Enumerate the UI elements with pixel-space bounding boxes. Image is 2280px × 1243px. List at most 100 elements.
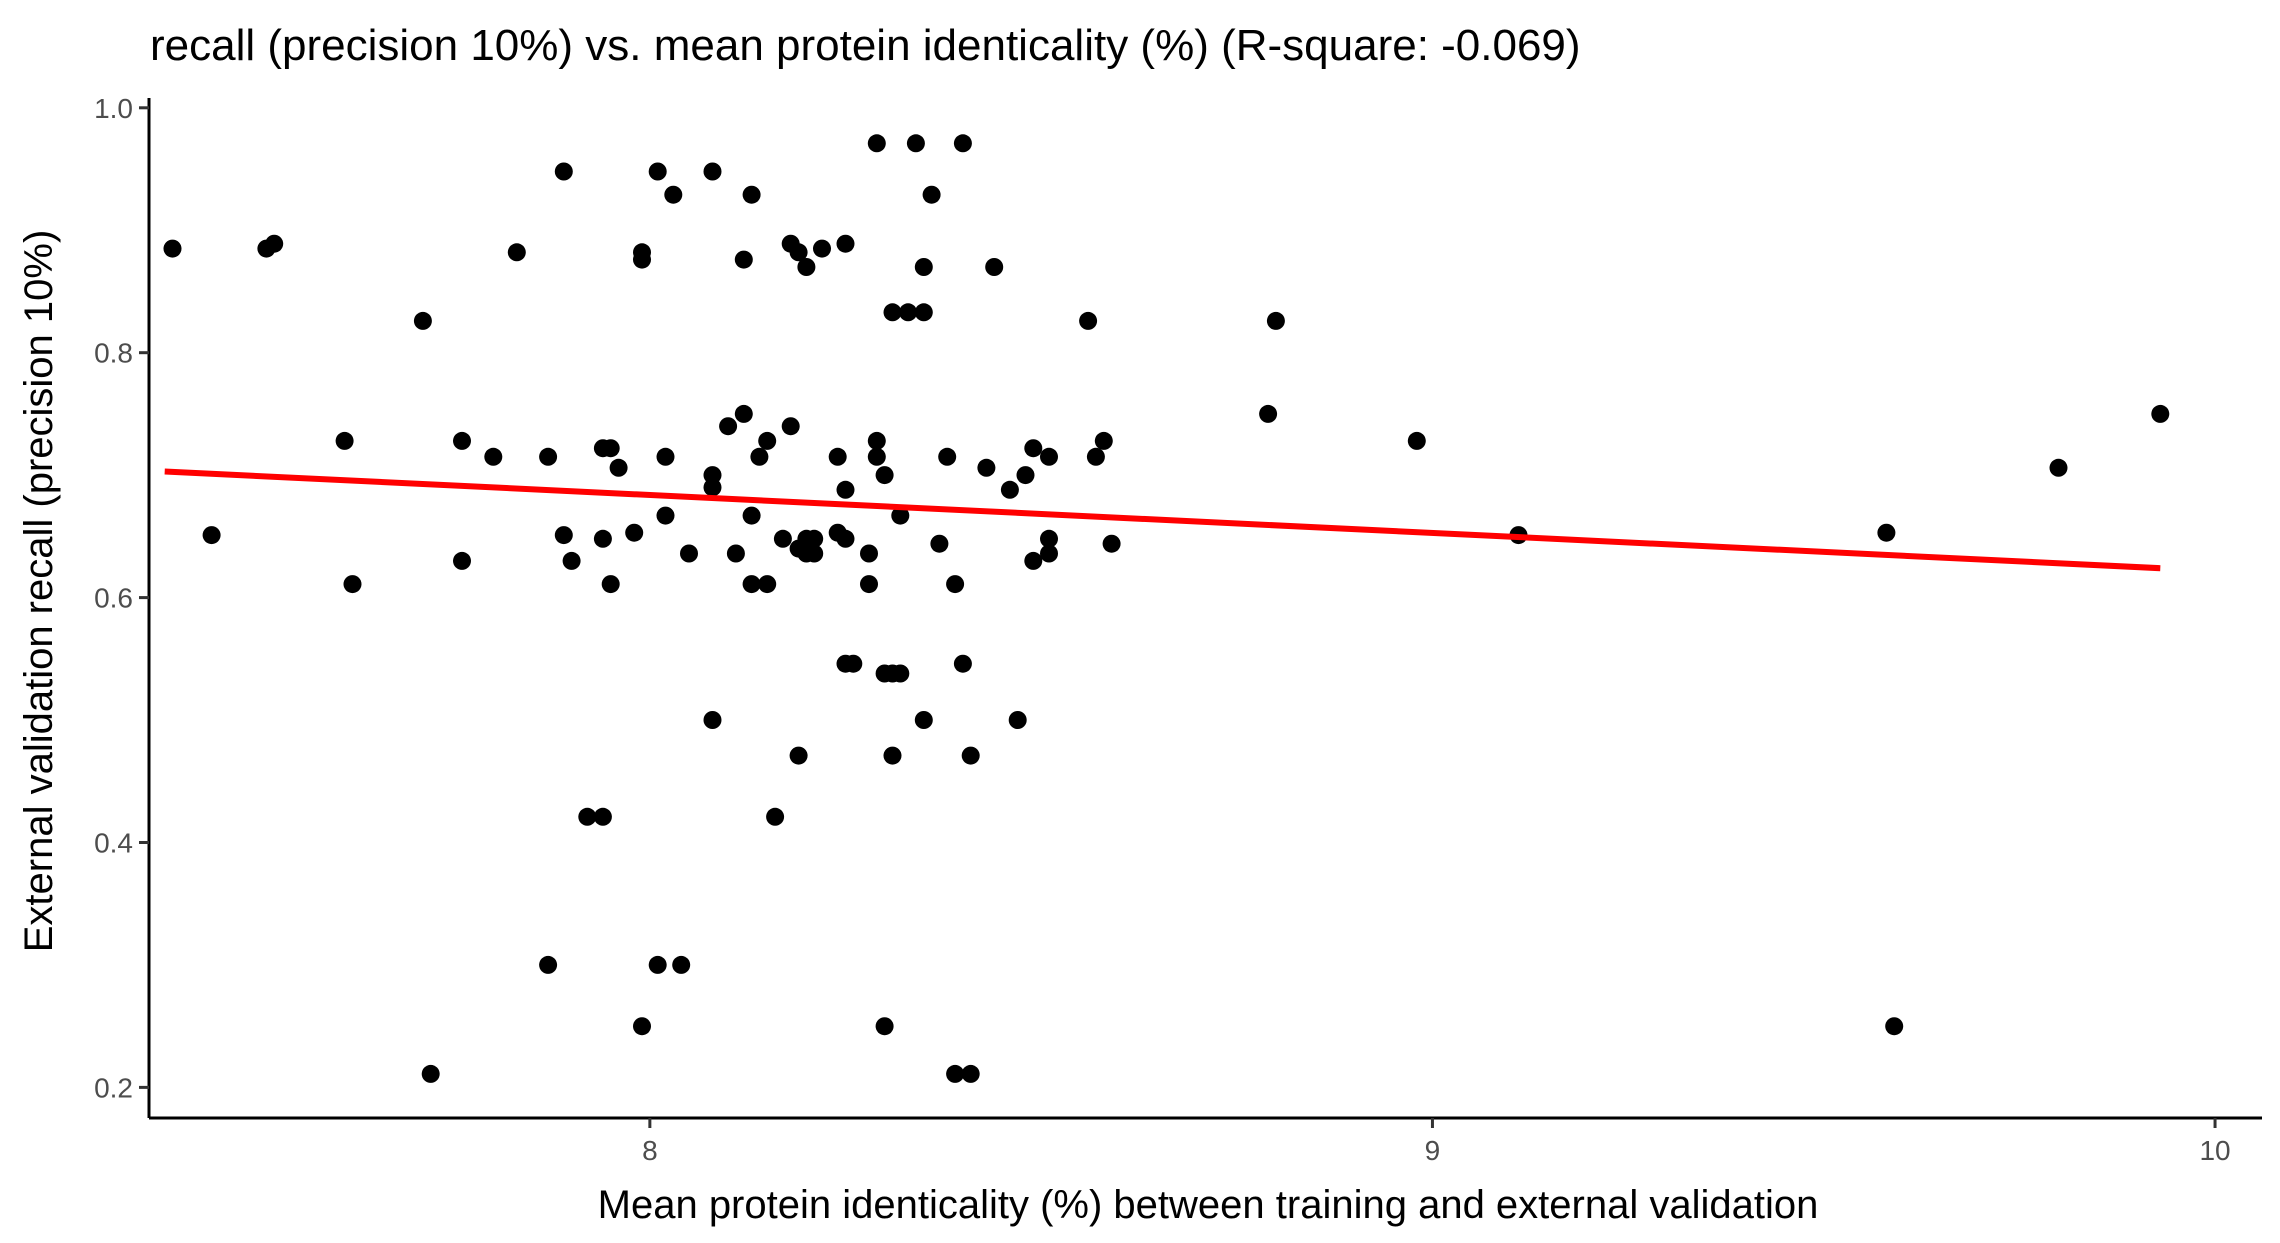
data-point <box>938 447 957 466</box>
data-point <box>891 664 910 683</box>
data-point <box>914 303 933 322</box>
data-point <box>797 258 816 276</box>
data-point <box>578 807 597 826</box>
data-point <box>734 250 753 269</box>
data-point <box>633 1017 651 1036</box>
data-point <box>453 431 471 450</box>
data-point <box>922 185 941 204</box>
data-point <box>1266 311 1285 330</box>
x-axis-title: Mean protein identicality (%) between tr… <box>598 1183 1819 1227</box>
data-point <box>789 746 808 765</box>
data-point <box>883 746 902 765</box>
data-point <box>860 575 878 594</box>
data-point <box>914 711 933 729</box>
data-point <box>343 575 362 594</box>
data-point <box>554 162 573 181</box>
data-points <box>163 134 2170 1083</box>
data-point <box>867 431 886 450</box>
data-point <box>953 654 972 673</box>
data-point <box>836 234 855 253</box>
data-point <box>946 575 965 594</box>
trend-line <box>164 468 2161 572</box>
y-tick-label: 0.4 <box>94 827 133 858</box>
data-point <box>648 955 667 974</box>
data-point <box>899 303 918 322</box>
data-point <box>875 466 894 485</box>
data-point <box>703 711 722 729</box>
data-point <box>734 404 753 423</box>
data-point <box>1000 480 1019 499</box>
data-point <box>867 447 886 466</box>
data-point <box>836 529 855 548</box>
data-point <box>742 506 761 525</box>
data-point <box>1040 529 1058 548</box>
data-point <box>914 258 933 276</box>
data-point <box>656 506 675 525</box>
data-point <box>625 523 644 542</box>
data-point <box>539 447 558 466</box>
data-point <box>1016 466 1035 485</box>
data-point <box>758 431 777 450</box>
data-point <box>601 439 620 458</box>
data-point <box>656 447 675 466</box>
data-point <box>985 258 1004 276</box>
x-tick-label: 10 <box>2199 1135 2230 1166</box>
data-point <box>484 447 503 466</box>
data-point <box>2151 404 2170 423</box>
data-point <box>1885 1017 1904 1036</box>
data-point <box>742 575 761 594</box>
data-point <box>664 185 683 204</box>
data-point <box>703 466 722 485</box>
data-point <box>1024 439 1043 458</box>
data-point <box>1094 431 1113 450</box>
data-point <box>805 529 824 548</box>
data-point <box>1102 534 1121 553</box>
data-point <box>961 746 980 765</box>
data-point <box>953 134 972 153</box>
data-point <box>836 480 855 499</box>
data-point <box>1877 523 1896 542</box>
data-point <box>1040 544 1058 563</box>
data-point <box>1407 431 1426 450</box>
data-point <box>507 243 526 262</box>
data-point <box>860 544 878 563</box>
data-point <box>906 134 925 153</box>
y-tick-label: 0.6 <box>94 583 133 614</box>
data-point <box>163 239 182 258</box>
data-point <box>930 534 949 553</box>
data-point <box>891 506 910 525</box>
data-point <box>453 551 471 570</box>
data-point <box>758 575 777 594</box>
data-point <box>703 478 722 497</box>
data-point <box>875 1017 894 1036</box>
data-point <box>773 529 792 548</box>
data-point <box>1259 404 1278 423</box>
data-point <box>766 807 785 826</box>
data-point <box>1024 551 1043 570</box>
y-axis-title: External validation recall (precision 10… <box>17 230 61 953</box>
data-point <box>946 1064 965 1083</box>
data-point <box>1040 447 1058 466</box>
data-point <box>1008 711 1027 729</box>
data-point <box>601 575 620 594</box>
data-point <box>867 134 886 153</box>
data-point <box>593 529 612 548</box>
data-point <box>726 544 745 563</box>
data-point <box>781 417 800 436</box>
data-point <box>539 955 558 974</box>
data-point <box>961 1064 980 1083</box>
data-point <box>562 551 581 570</box>
data-point <box>742 185 761 204</box>
data-point <box>335 431 354 450</box>
y-tick-label: 1.0 <box>94 93 133 124</box>
data-point <box>648 162 667 181</box>
y-tick-label: 0.2 <box>94 1072 133 1103</box>
data-point <box>421 1064 440 1083</box>
data-point <box>883 303 902 322</box>
data-point <box>719 417 738 436</box>
data-point <box>828 447 847 466</box>
data-point <box>633 243 651 262</box>
chart-title: recall (precision 10%) vs. mean protein … <box>150 21 1581 70</box>
